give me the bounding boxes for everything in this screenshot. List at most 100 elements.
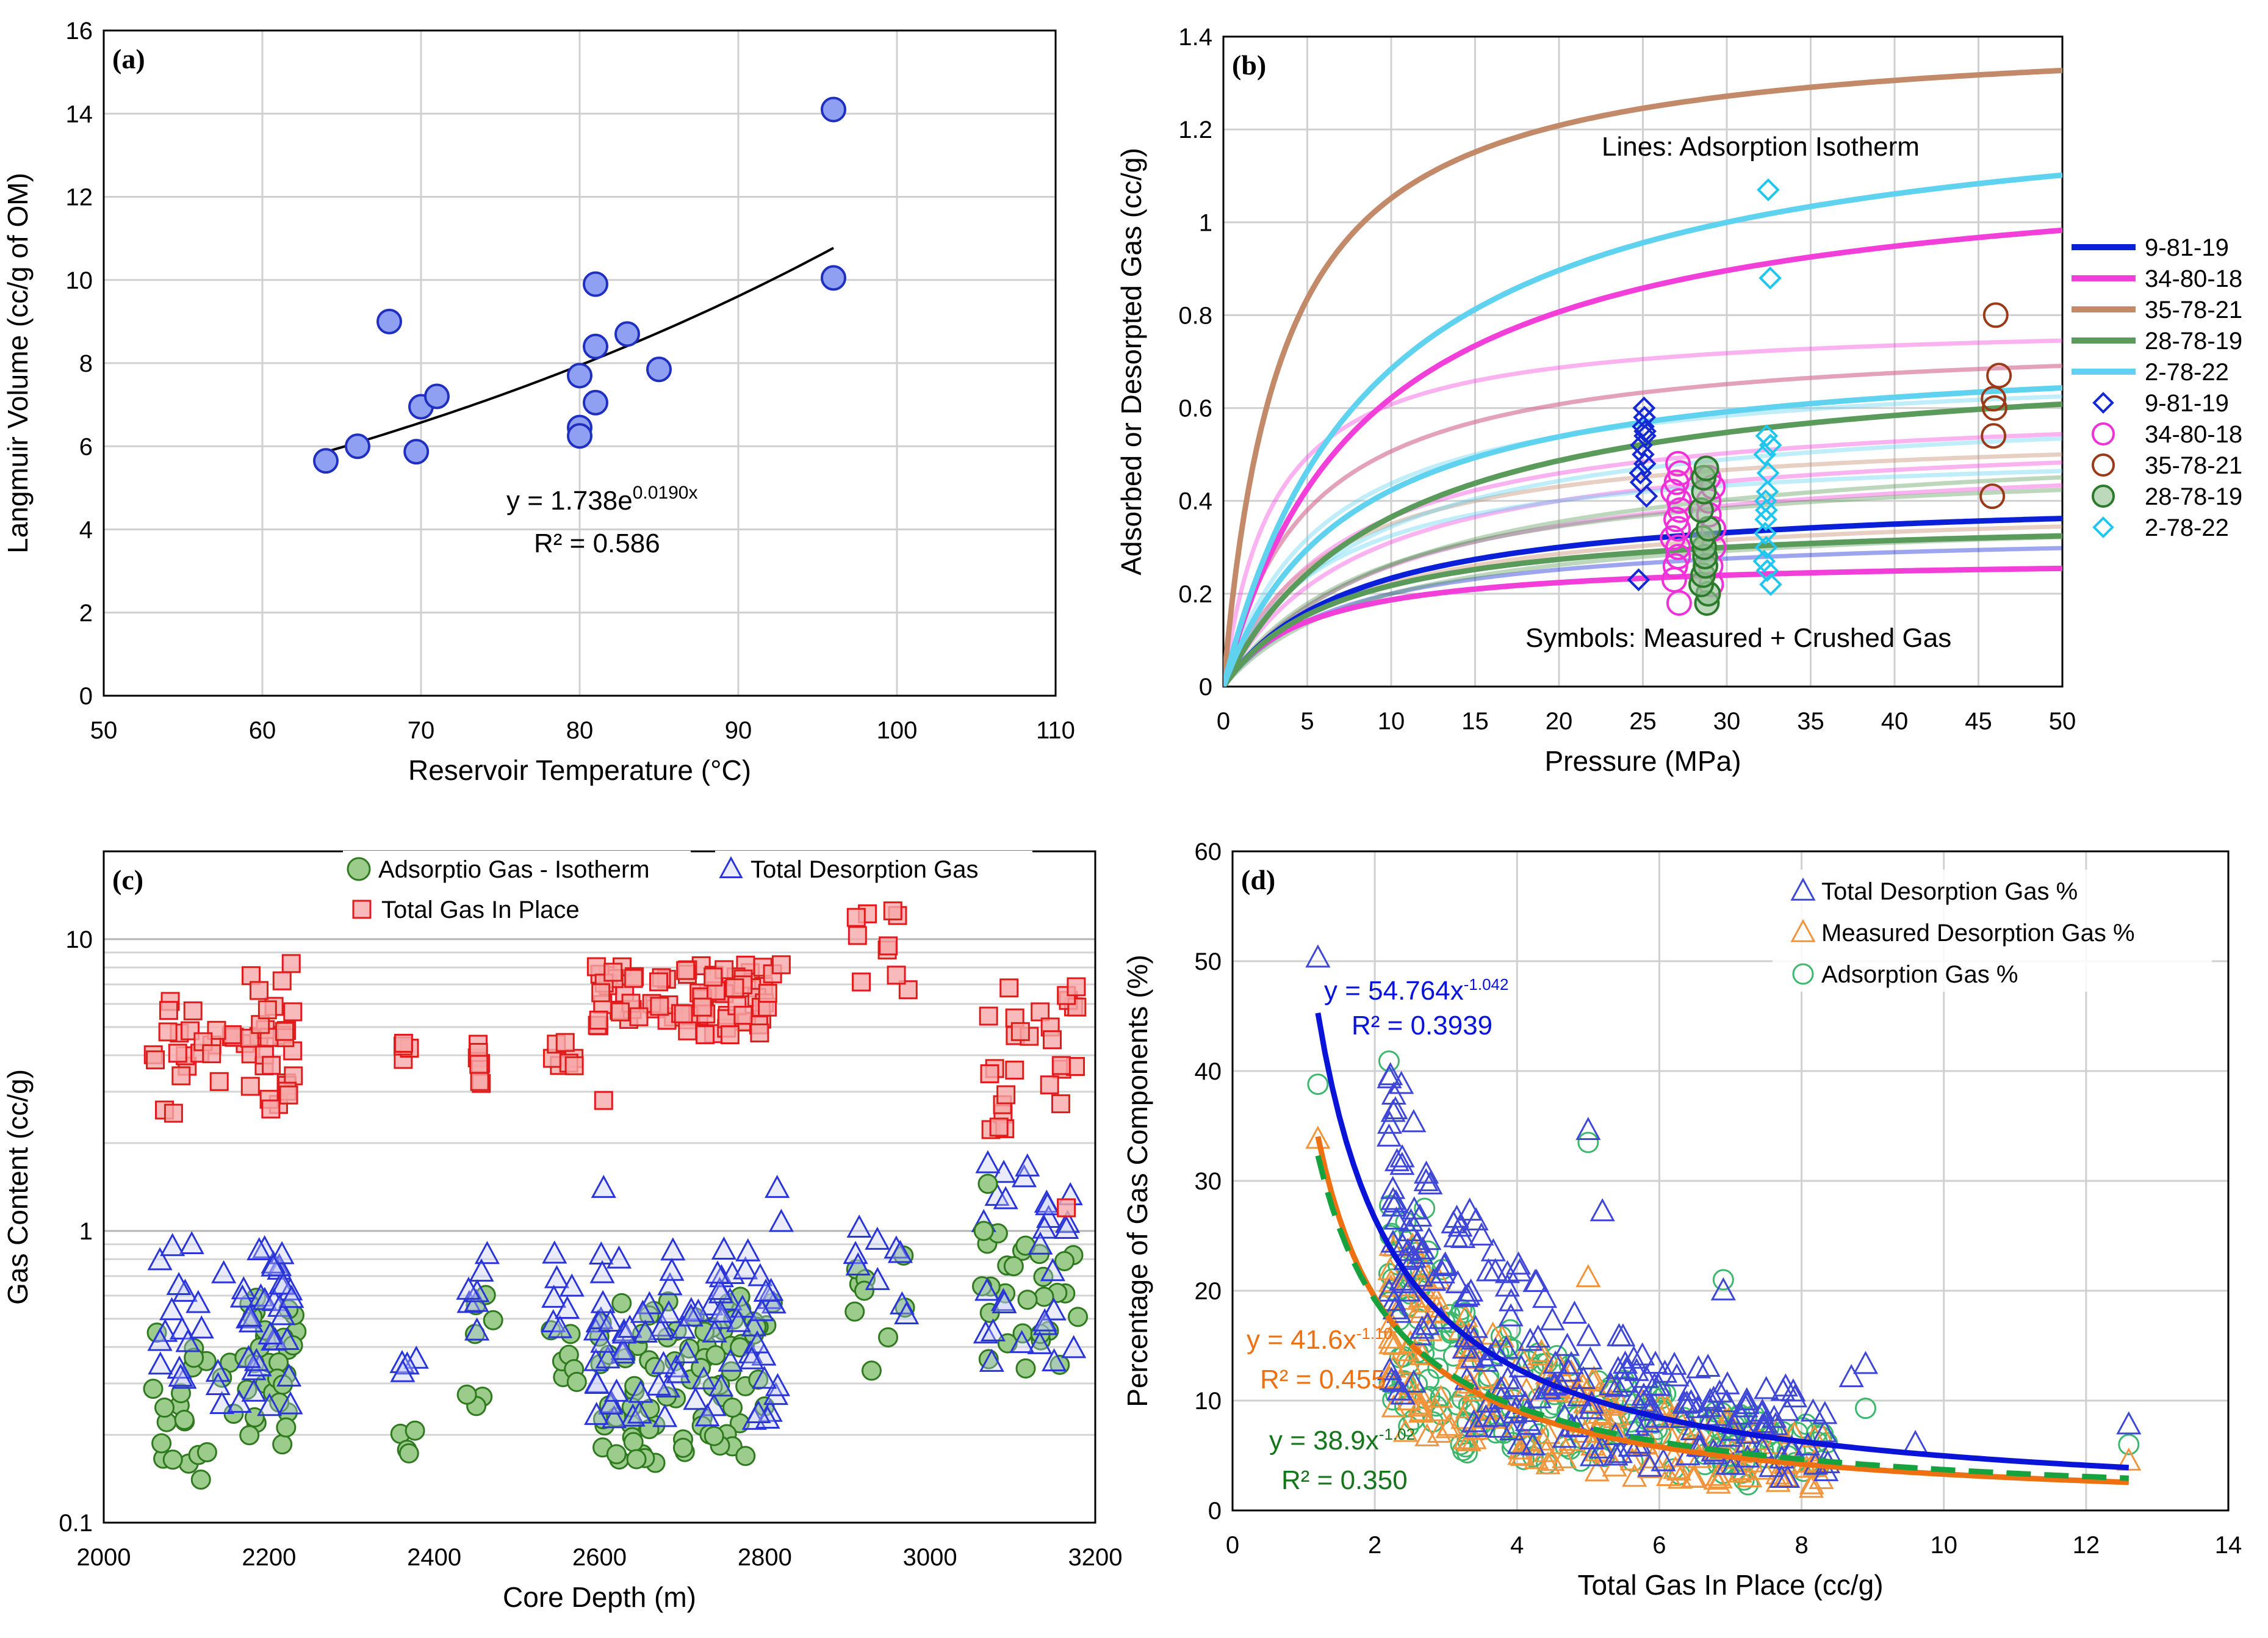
adsorption-gas-marker	[704, 1426, 724, 1446]
total-desorption-marker	[674, 1340, 699, 1363]
total-desorption-marker	[659, 1257, 685, 1281]
measured-gas-marker	[1627, 568, 1651, 591]
gas-component-marker	[1635, 1409, 1660, 1433]
adsorption-gas-marker	[196, 1442, 217, 1463]
x-tick-label: 50	[90, 717, 118, 744]
fit-r-squared: R² = 0.455	[1260, 1365, 1386, 1394]
gas-component-marker	[1633, 1365, 1659, 1388]
y-axis-label: Gas Content (cc/g)	[2, 1069, 34, 1305]
total-desorption-marker	[185, 1290, 211, 1313]
fit-equation: y = 41.6x-1.10	[1247, 1324, 1392, 1355]
y-tick-label: 1	[1199, 209, 1212, 236]
gas-component-marker	[1535, 1451, 1561, 1474]
power-fit-line	[1315, 1012, 2129, 1471]
gip-marker	[159, 1001, 178, 1020]
gip-marker	[678, 1021, 697, 1041]
measured-gas-marker	[1755, 480, 1779, 503]
total-desorption-marker	[237, 1303, 263, 1327]
total-desorption-marker	[655, 1374, 681, 1398]
total-desorption-marker	[236, 1344, 261, 1368]
legend: Adsorptio Gas - Isotherm Total Desorption…	[343, 851, 1032, 928]
total-desorption-marker	[708, 1299, 733, 1322]
total-desorption-marker	[603, 1379, 630, 1402]
total-desorption-marker	[707, 1277, 733, 1300]
x-tick-label: 20	[1546, 708, 1573, 735]
total-desorption-marker	[179, 1231, 204, 1255]
adsorption-gas-marker	[1034, 1286, 1054, 1307]
total-desorption-marker	[403, 1345, 429, 1369]
x-tick-label: 45	[1965, 708, 1992, 735]
gas-component-marker	[1417, 1275, 1443, 1299]
fit-r-squared: R² = 0.350	[1281, 1465, 1408, 1495]
gas-component-marker	[1813, 1458, 1839, 1482]
y-tick-label: 8	[79, 350, 93, 377]
measured-gas-marker	[1665, 450, 1691, 477]
gip-marker	[171, 1066, 191, 1086]
gip-marker	[883, 901, 902, 921]
y-tick-label: 0	[1208, 1498, 1222, 1524]
gip-marker	[1005, 1060, 1024, 1080]
legend-marker-swatch	[347, 857, 371, 881]
total-desorption-marker	[763, 1382, 789, 1405]
adsorption-gas-marker	[184, 1348, 204, 1368]
total-desorption-marker	[1040, 1258, 1065, 1282]
x-tick-label: 10	[1930, 1532, 1957, 1559]
gip-marker	[629, 1007, 649, 1026]
legend-entry-label: 9-81-19	[2145, 390, 2229, 417]
y-tick-label: 14	[66, 101, 93, 128]
gas-component-marker	[1378, 1330, 1404, 1354]
gas-component-marker	[1677, 1377, 1702, 1401]
gas-component-marker	[1381, 1288, 1406, 1311]
total-desorption-marker	[590, 1290, 616, 1313]
measured-gas-marker	[1667, 460, 1693, 486]
legend-entry-label: 34-80-18	[2145, 265, 2242, 292]
adsorption-gas-marker	[623, 1432, 644, 1452]
legend-background	[1773, 870, 2212, 992]
total-desorption-marker	[1061, 1335, 1087, 1358]
gas-component-marker	[1494, 1335, 1519, 1359]
total-desorption-marker	[169, 1316, 195, 1340]
gip-marker	[261, 1099, 281, 1119]
gas-component-marker	[1408, 1263, 1433, 1287]
measured-gas-marker	[1755, 499, 1778, 522]
gas-component-marker	[1733, 1394, 1759, 1418]
gas-component-marker	[1539, 1307, 1565, 1330]
gip-marker	[1010, 1022, 1030, 1041]
legend: Total Desorption Gas % Measured Desorptio…	[1773, 870, 2212, 992]
total-desorption-marker	[733, 1256, 758, 1280]
gas-component-marker	[1664, 1363, 1690, 1387]
gas-component-marker	[1398, 1208, 1424, 1232]
gas-component-marker	[1602, 1405, 1628, 1429]
gas-component-marker	[1382, 1332, 1408, 1355]
total-desorption-marker	[656, 1300, 682, 1324]
x-tick-label: 50	[2049, 708, 2076, 735]
total-desorption-marker	[694, 1403, 720, 1427]
gas-component-marker	[1762, 1431, 1788, 1454]
gas-component-marker	[1686, 1433, 1712, 1457]
y-tick-label: 1.2	[1178, 117, 1212, 143]
data-point	[345, 433, 370, 460]
x-tick-label: 40	[1881, 708, 1909, 735]
y-tick-label: 60	[1195, 839, 1222, 865]
total-desorption-marker	[1041, 1297, 1067, 1321]
total-desorption-marker	[590, 1329, 616, 1353]
total-desorption-marker	[1009, 1330, 1035, 1354]
gip-marker	[257, 1000, 277, 1020]
total-desorption-marker	[628, 1379, 653, 1403]
total-desorption-marker	[1032, 1308, 1057, 1332]
gip-marker	[603, 962, 623, 982]
x-tick-label: 2400	[407, 1544, 461, 1571]
legend-marker-swatch	[1790, 877, 1816, 901]
data-point	[583, 389, 608, 416]
gip-marker	[979, 1006, 998, 1026]
gas-component-marker	[1378, 1062, 1403, 1086]
total-desorption-marker	[175, 1329, 201, 1352]
legend-entry-label: 35-78-21	[2145, 452, 2242, 479]
gas-component-marker	[1577, 1131, 1599, 1153]
gas-component-marker	[1661, 1351, 1687, 1375]
gas-component-marker	[1397, 1371, 1423, 1395]
adsorption-gas-marker	[722, 1398, 743, 1418]
gip-marker	[879, 936, 898, 956]
y-tick-label: 0.6	[1178, 395, 1212, 422]
gas-component-marker	[1405, 1230, 1430, 1254]
